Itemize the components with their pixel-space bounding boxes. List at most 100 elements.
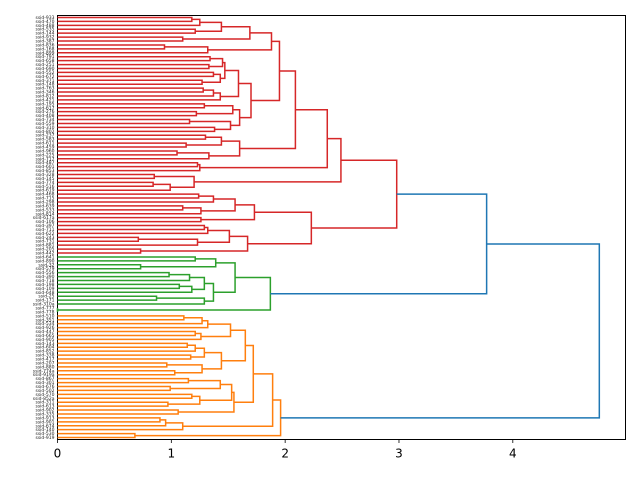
dendrogram-link [57, 342, 189, 348]
leaf-label: ssid-890 [35, 258, 54, 264]
leaf-label: ssid-718 [35, 278, 54, 284]
leaf-label: ssid-774 [35, 180, 54, 186]
leaf-label: ssid-570 [35, 392, 54, 398]
dendrogram-link [57, 224, 206, 231]
leaf-label: ssid-852a [33, 396, 55, 402]
dendrogram-link [57, 28, 196, 34]
x-tick-label: 1 [168, 447, 176, 461]
leaf-label: ssid-338 [35, 353, 54, 359]
dendrogram-link [57, 183, 171, 191]
leaf-label: ssid-351 [35, 317, 54, 323]
dendrogram-link [57, 134, 207, 140]
leaf-label: ssid-310a [33, 302, 55, 308]
dendrogram-link [200, 204, 256, 221]
dendrogram-link [311, 159, 398, 229]
dendrogram-link [57, 432, 136, 439]
leaf-label: ssid-734 [35, 117, 54, 123]
dendrogram-link [233, 344, 255, 403]
dendrogram-link [57, 55, 211, 62]
leaf-label: ssid-530 [35, 431, 54, 437]
leaf-label: ssid-619 [35, 188, 54, 194]
dendrogram-link [57, 142, 187, 148]
leaf-labels: ssid-933ssid-470ssid-488ssid-535ssid-144… [33, 15, 55, 441]
dendrogram-link [221, 329, 247, 362]
plot-frame [57, 15, 626, 440]
dendrogram-link [247, 211, 313, 245]
leaf-label: ssid-195 [35, 101, 54, 107]
leaf-label: ssid-198 [35, 282, 54, 288]
leaf-label: ssid-346 [35, 90, 54, 96]
leaf-label: ssid-397 [35, 223, 54, 229]
dendrogram-link [57, 181, 154, 188]
dendrogram-link [57, 79, 203, 85]
dendrogram-link [57, 173, 156, 180]
leaf-label: ssid-470 [35, 19, 54, 25]
leaf-label: ssid-301 [35, 380, 54, 386]
dendrogram-link [178, 391, 235, 413]
dendrogram-link [57, 195, 215, 203]
leaf-label: ssid-902 [35, 408, 54, 414]
leaf-label: ssid-459 [35, 145, 54, 151]
dendrogram-link [57, 422, 184, 431]
leaf-label: ssid-559 [35, 121, 54, 127]
dendrogram-link [57, 317, 203, 325]
dendrogram-link [57, 87, 204, 93]
leaf-label: ssid-251 [35, 62, 54, 68]
leaf-label: ssid-579 [35, 266, 54, 272]
leaf-label: ssid-665 [35, 333, 54, 339]
leaf-label: ssid-717 [35, 156, 54, 162]
dendrogram-link [196, 105, 234, 115]
dendrogram-link [57, 103, 206, 109]
leaf-label: ssid-298 [35, 199, 54, 205]
dendrogram-link [57, 205, 184, 211]
dendrogram-link [57, 150, 178, 156]
leaf-label: ssid-933 [35, 15, 54, 21]
leaf-label: ssid-205 [35, 247, 54, 253]
leaf-label: ssid-960 [35, 148, 54, 154]
leaf-label: ssid-583 [35, 137, 54, 143]
leaf-label: ssid-622 [35, 231, 54, 237]
leaf-label: ssid-468 [35, 192, 54, 198]
leaf-label: ssid-328 [35, 172, 54, 178]
dendrogram-link [57, 161, 199, 168]
leaf-label: ssid-109 [35, 286, 54, 292]
leaf-label: ssid-919a [33, 372, 55, 378]
dendrogram-link [230, 108, 241, 127]
dendrogram-link [154, 175, 195, 189]
leaf-label: ssid-672 [35, 74, 54, 80]
dendrogram-link [140, 235, 249, 252]
dendrogram-link [190, 347, 206, 358]
leaf-label: ssid-617 [35, 105, 54, 111]
leaf-label: ssid-611 [35, 141, 54, 147]
leaf-label: ssid-778 [35, 309, 54, 315]
dendrogram-link [57, 256, 196, 262]
leaf-label: ssid-613 [35, 404, 54, 410]
leaf-label: ssid-447 [35, 329, 54, 335]
dendrogram-link [202, 73, 222, 83]
dendrogram-link [57, 46, 209, 54]
dendrogram-link [57, 264, 142, 270]
leaf-label: ssid-899 [35, 50, 54, 56]
leaf-label: ssid-556 [35, 270, 54, 276]
leaf-label: ssid-617a [33, 215, 55, 221]
x-axis-ticks: 0 1 2 3 4 [54, 439, 517, 461]
dendrogram-link [199, 108, 329, 169]
leaf-label: ssid-442 [35, 251, 54, 257]
leaf-label: ssid-140 [35, 427, 54, 433]
leaf-label: ssid-648 [35, 290, 54, 296]
dendrogram-link [57, 283, 181, 290]
dendrogram-link [204, 282, 215, 302]
dendrogram-link [189, 120, 232, 131]
leaf-label: ssid-237 [35, 133, 54, 139]
dendrogram-link [208, 140, 241, 157]
dendrogram-link [200, 323, 232, 338]
dendrogram-link [57, 344, 196, 352]
dendrogram-link [57, 295, 158, 301]
dendrogram-link [167, 395, 201, 405]
leaf-label: ssid-335 [35, 411, 54, 417]
leaf-label: ssid-812 [35, 93, 54, 99]
dendrogram-link [134, 399, 282, 437]
dendrogram-link [57, 419, 167, 427]
dendrogram-link [57, 152, 210, 160]
dendrogram-link [57, 126, 216, 133]
